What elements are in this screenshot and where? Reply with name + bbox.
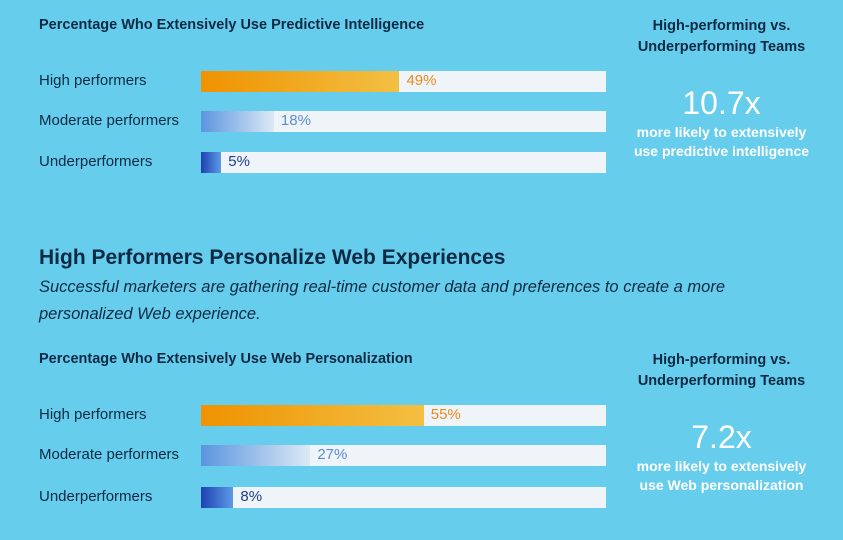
comparison-heading: High-performing vs. Underperforming Team… bbox=[620, 16, 823, 58]
bar-row-under: Underperformers 8% bbox=[0, 487, 843, 509]
bar-fill-under bbox=[201, 152, 222, 173]
bar-label: High performers bbox=[39, 72, 147, 89]
bar-track: 27% bbox=[201, 445, 606, 466]
comparison-desc-line: use Web personalization bbox=[639, 477, 804, 493]
comparison-heading: High-performing vs. Underperforming Team… bbox=[620, 350, 823, 392]
bar-value-label: 18% bbox=[280, 112, 311, 129]
bar-fill-moderate bbox=[201, 445, 311, 466]
bar-label: Underperformers bbox=[39, 153, 153, 170]
section-subtitle: Successful marketers are gathering real-… bbox=[39, 278, 725, 323]
comparison-multiplier: 7.2x bbox=[691, 419, 752, 455]
bar-label: Moderate performers bbox=[39, 446, 180, 463]
bar-value-label: 55% bbox=[430, 406, 461, 423]
bar-fill-moderate bbox=[201, 111, 274, 132]
chart-title: Percentage Who Extensively Use Web Perso… bbox=[39, 351, 413, 367]
bar-fill-high bbox=[201, 405, 424, 426]
bar-row-moderate: Moderate performers 27% bbox=[0, 445, 843, 467]
bar-row-under: Underperformers 5% bbox=[0, 152, 843, 174]
bar-value-label: 8% bbox=[240, 488, 263, 505]
comparison-heading-line: Underperforming Teams bbox=[637, 373, 806, 389]
comparison-desc-line: use predictive intelligence bbox=[633, 143, 810, 159]
comparison-desc-line: more likely to extensively bbox=[636, 458, 807, 474]
bar-track: 8% bbox=[201, 487, 606, 508]
bar-row-high: High performers 55% bbox=[0, 405, 843, 427]
bar-fill-under bbox=[201, 487, 234, 508]
comparison-heading-line: High-performing vs. bbox=[652, 352, 791, 368]
bar-value-label: 5% bbox=[228, 153, 250, 170]
comparison-heading-line: Underperforming Teams bbox=[637, 39, 806, 55]
bar-row-high: High performers 49% bbox=[0, 71, 843, 93]
comparison-multiplier: 10.7x bbox=[682, 85, 761, 121]
bar-fill-high bbox=[201, 71, 400, 92]
comparison-heading-line: High-performing vs. bbox=[652, 18, 791, 34]
comparison-desc-line: more likely to extensively bbox=[636, 124, 807, 140]
bar-track: 55% bbox=[201, 405, 606, 426]
bar-track: 49% bbox=[201, 71, 606, 92]
comparison-description: more likely to extensively use predictiv… bbox=[620, 123, 823, 161]
comparison-description: more likely to extensively use Web perso… bbox=[620, 457, 823, 495]
chart-title: Percentage Who Extensively Use Predictiv… bbox=[39, 17, 425, 33]
bar-value-label: 27% bbox=[317, 446, 348, 463]
bar-value-label: 49% bbox=[406, 72, 437, 89]
bar-track: 18% bbox=[201, 111, 606, 132]
section-heading: High Performers Personalize Web Experien… bbox=[39, 246, 506, 269]
bar-row-moderate: Moderate performers 18% bbox=[0, 111, 843, 133]
bar-label: Moderate performers bbox=[39, 112, 180, 129]
bar-label: High performers bbox=[39, 406, 147, 423]
bar-label: Underperformers bbox=[39, 488, 153, 505]
bar-track: 5% bbox=[201, 152, 606, 173]
